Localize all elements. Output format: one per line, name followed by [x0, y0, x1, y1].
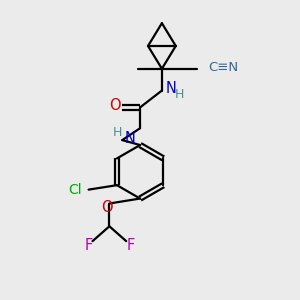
Text: N: N [165, 81, 176, 96]
Text: Cl: Cl [68, 183, 82, 196]
Text: H: H [112, 126, 122, 139]
Text: O: O [110, 98, 121, 113]
Text: F: F [127, 238, 135, 253]
Text: H: H [175, 88, 184, 101]
Text: O: O [102, 200, 113, 215]
Text: F: F [84, 238, 93, 253]
Text: N: N [125, 130, 136, 146]
Text: C≡N: C≡N [208, 61, 238, 74]
